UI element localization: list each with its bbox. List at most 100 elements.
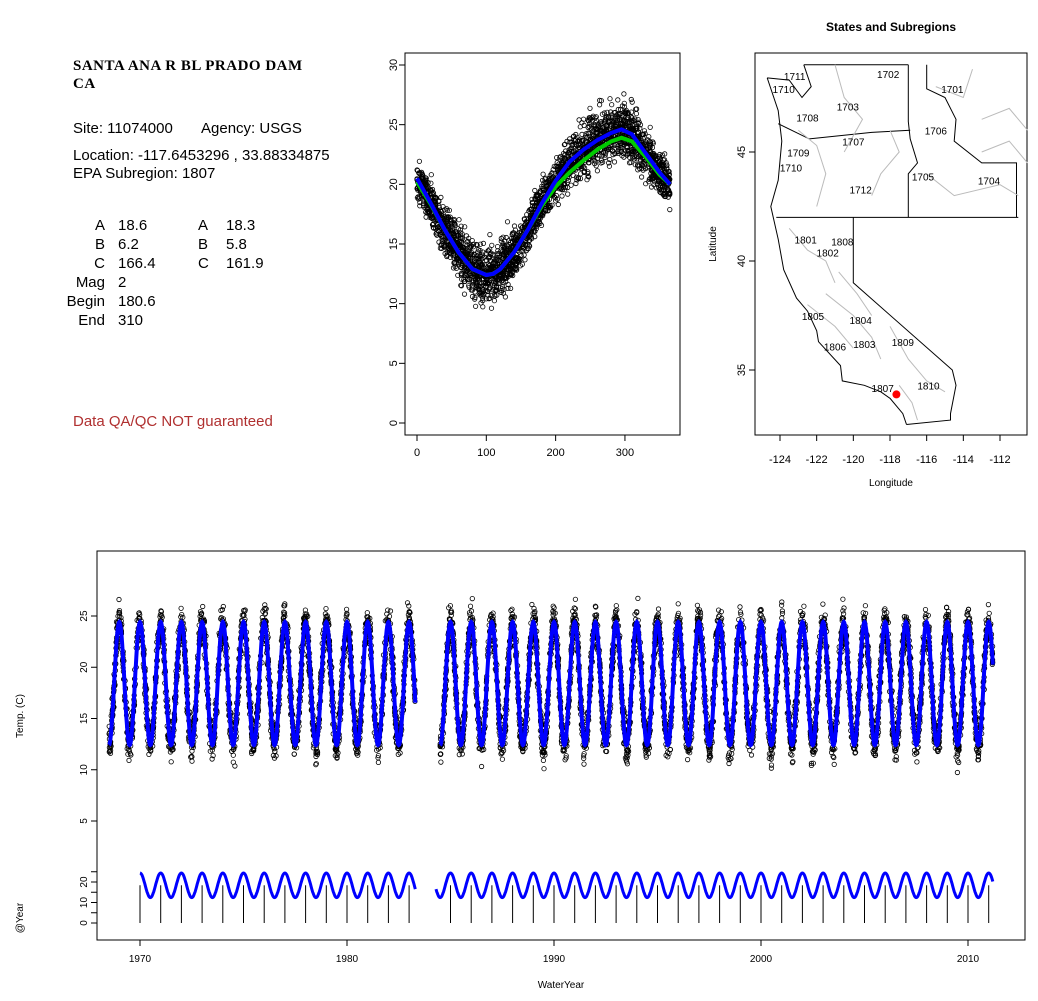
id-west-border: [907, 64, 919, 218]
data-point: [200, 603, 206, 610]
map-xlabel: Longitude: [869, 478, 913, 489]
param-label: Begin: [66, 293, 105, 310]
ts-xlabel: WaterYear: [538, 980, 585, 991]
data-point: [232, 763, 238, 769]
map-ylabel: Latitude: [708, 226, 719, 262]
subregion-map: States and Subregions-124 -122 -120 -118 -11…: [708, 20, 1028, 489]
lon-tick-label: -116: [916, 454, 937, 466]
region-label: 1803: [853, 340, 876, 351]
lon-tick-label: -114: [953, 454, 974, 466]
temp-tick-label: 15: [79, 713, 90, 725]
data-point: [480, 240, 486, 246]
data-point: [126, 757, 132, 764]
region-label: 1808: [831, 238, 854, 249]
agency: Agency: USGS: [201, 120, 302, 137]
region-label: 1701: [941, 85, 964, 96]
region-label: 1802: [817, 249, 840, 260]
lon-tick-label: -120: [842, 454, 864, 466]
data-point: [487, 232, 493, 238]
param-label: B: [198, 236, 209, 253]
param-value: 310: [118, 312, 144, 329]
subregion-boundary: [797, 129, 827, 207]
subregion-boundary: [898, 385, 918, 421]
param-value: 5.8: [226, 236, 247, 253]
data-point: [606, 160, 612, 166]
data-point: [598, 119, 604, 125]
data-point: [611, 159, 618, 165]
y-tick-label: 0: [388, 420, 400, 426]
data-point: [416, 158, 422, 164]
y-tick-label: 10: [388, 298, 400, 310]
temp-tick-label: 25: [79, 610, 90, 622]
data-point: [629, 99, 635, 105]
x-tick-label: 0: [414, 447, 420, 459]
param-value: 2: [118, 274, 127, 291]
data-point: [489, 242, 495, 248]
y-tick-label: 15: [388, 238, 400, 250]
data-point: [601, 110, 608, 116]
region-label: 1809: [892, 338, 915, 349]
data-point: [472, 303, 479, 309]
param-value: 18.6: [118, 217, 148, 234]
data-point: [168, 759, 174, 765]
id-mt-border: [926, 64, 1017, 218]
lon-tick-label: -112: [989, 454, 1010, 466]
lat-tick-label: 45: [736, 146, 748, 158]
param-label: C: [94, 255, 105, 272]
data-point: [470, 244, 476, 250]
data-point: [178, 605, 184, 611]
data-point: [428, 180, 434, 186]
year-axis-label: @Year: [15, 902, 26, 933]
year-tick-label: 2010: [957, 954, 980, 965]
data-point: [594, 168, 601, 174]
region-label: 1710: [780, 164, 803, 175]
region-label: 1706: [925, 127, 948, 138]
data-point: [559, 193, 565, 199]
subregion-boundary: [871, 130, 900, 196]
subregion-boundary: [981, 140, 1028, 164]
data-point: [645, 137, 651, 143]
data-point: [438, 242, 444, 248]
region-label: 1703: [837, 103, 860, 114]
y-tick-label: 25: [388, 119, 400, 131]
param-value: 161.9: [226, 255, 264, 272]
x-tick-label: 100: [477, 447, 495, 459]
param-label: End: [78, 312, 105, 329]
data-point: [458, 282, 464, 288]
data-point: [529, 200, 535, 206]
data-point: [626, 160, 633, 166]
param-label: A: [94, 217, 105, 234]
data-point: [565, 191, 571, 197]
region-label: 1804: [850, 316, 873, 327]
data-point: [663, 160, 669, 166]
data-point: [491, 298, 497, 304]
data-point: [633, 111, 640, 117]
lon-tick-label: -122: [806, 454, 828, 466]
data-point: [456, 217, 462, 223]
param-value: 166.4: [118, 255, 156, 272]
data-point: [675, 601, 681, 607]
data-point: [540, 171, 546, 177]
data-point: [557, 155, 563, 161]
data-point: [603, 150, 609, 156]
data-point: [452, 222, 458, 228]
data-point: [615, 97, 621, 103]
param-value: 6.2: [118, 236, 139, 253]
data-point: [647, 140, 654, 146]
qa-note: Data QA/QC NOT guaranteed: [73, 413, 273, 430]
region-label: 1712: [850, 185, 873, 196]
data-point: [116, 596, 122, 603]
site-name: SANTA ANA R BL PRADO DAM CA: [73, 57, 303, 93]
data-point: [628, 96, 634, 103]
data-point: [585, 173, 591, 179]
year-tick-label: 1970: [129, 954, 152, 965]
region-label: 1810: [917, 382, 940, 393]
data-point: [375, 759, 381, 766]
data-point: [323, 605, 329, 612]
region-label: 1705: [912, 172, 935, 183]
data-point: [576, 117, 582, 123]
x-tick-label: 200: [546, 447, 564, 459]
region-label: 1807: [872, 384, 895, 395]
